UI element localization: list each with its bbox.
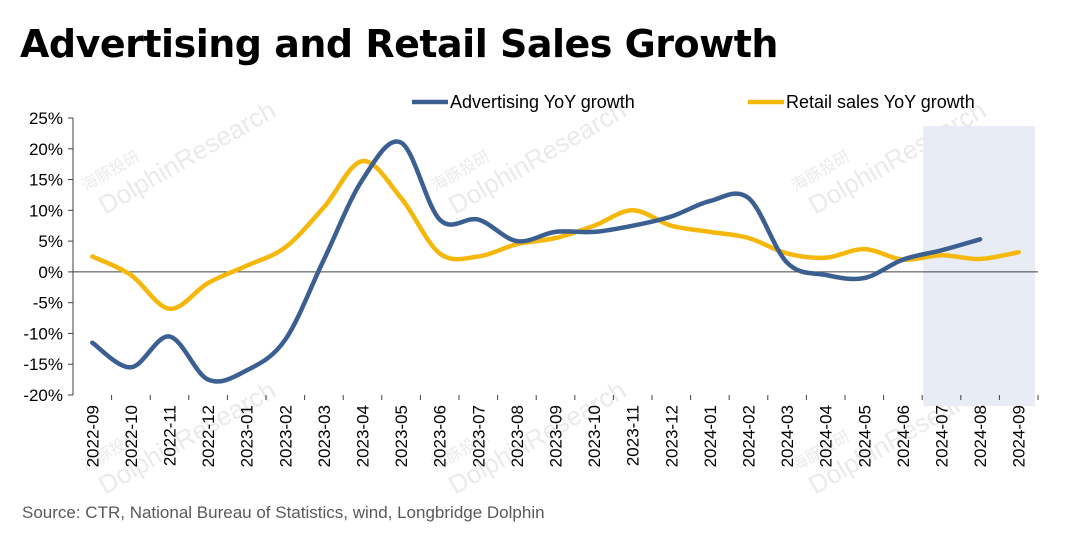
y-tick-label: 0% bbox=[38, 263, 63, 282]
advertising-yoy-line bbox=[90, 139, 983, 384]
source-note: Source: CTR, National Bureau of Statisti… bbox=[22, 503, 545, 522]
x-tick-label: 2023-03 bbox=[315, 405, 334, 467]
y-tick-label: 10% bbox=[29, 201, 63, 220]
y-tick-label: 5% bbox=[38, 232, 63, 251]
x-tick-label: 2024-01 bbox=[701, 405, 720, 467]
x-tick-label: 2023-02 bbox=[276, 405, 295, 467]
x-tick-label: 2023-07 bbox=[469, 405, 488, 467]
series-lines bbox=[90, 139, 1021, 384]
x-tick-label: 2024-04 bbox=[817, 405, 836, 467]
x-tick-label: 2023-08 bbox=[508, 405, 527, 467]
y-tick-label: -20% bbox=[23, 386, 63, 405]
x-tick-label: 2024-06 bbox=[894, 405, 913, 467]
x-tick-label: 2022-11 bbox=[161, 405, 180, 466]
x-tick-label: 2024-07 bbox=[933, 405, 952, 467]
x-tick-label: 2024-09 bbox=[1010, 405, 1029, 467]
y-tick-label: -15% bbox=[23, 355, 63, 374]
x-tick-label: 2024-05 bbox=[855, 405, 874, 467]
x-tick-label: 2023-11 bbox=[624, 405, 643, 466]
y-tick-label: -10% bbox=[23, 324, 63, 343]
x-tick-label: 2023-05 bbox=[392, 405, 411, 467]
x-tick-label: 2023-12 bbox=[662, 405, 681, 467]
y-tick-label: 20% bbox=[29, 140, 63, 159]
x-tick-label: 2023-04 bbox=[354, 405, 373, 467]
x-tick-label: 2024-03 bbox=[778, 405, 797, 467]
x-tick-label: 2023-09 bbox=[547, 405, 566, 467]
x-tick-label: 2022-10 bbox=[122, 405, 141, 467]
x-tick-label: 2022-09 bbox=[83, 405, 102, 467]
x-tick-label: 2024-02 bbox=[740, 405, 759, 467]
legend-label: Advertising YoY growth bbox=[450, 92, 635, 112]
y-tick-label: -5% bbox=[33, 294, 63, 313]
x-tick-label: 2024-08 bbox=[971, 405, 990, 467]
x-tick-label: 2023-01 bbox=[238, 405, 257, 467]
y-tick-label: 15% bbox=[29, 171, 63, 190]
legend: Advertising YoY growth Retail sales YoY g… bbox=[412, 92, 975, 112]
chart-title: Advertising and Retail Sales Growth bbox=[20, 22, 778, 66]
x-tick-label: 2023-06 bbox=[431, 405, 450, 467]
x-tick-label: 2022-12 bbox=[199, 405, 218, 467]
highlight-shaded-region bbox=[923, 126, 1035, 406]
x-tick-label: 2023-10 bbox=[585, 405, 604, 467]
legend-label: Retail sales YoY growth bbox=[786, 92, 975, 112]
retail-sales-yoy-line bbox=[90, 158, 1021, 312]
y-tick-label: 25% bbox=[29, 109, 63, 128]
